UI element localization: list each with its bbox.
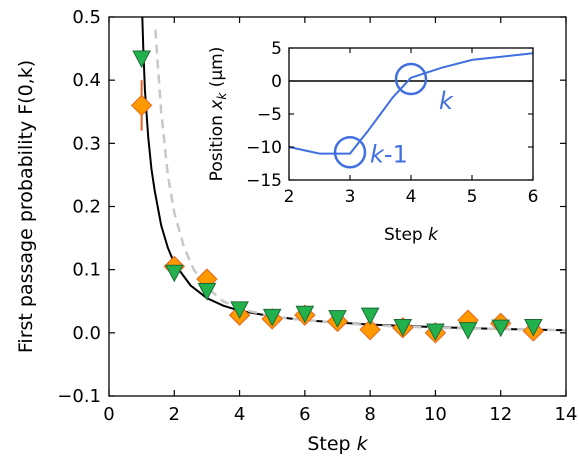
x-tick-label: 12 [489, 404, 512, 425]
inset-x-tick-label: 3 [345, 187, 356, 207]
y-tick-label: 0.4 [72, 70, 101, 91]
y-tick-label: 0.3 [72, 133, 101, 154]
data-point-triangle [458, 322, 478, 340]
x-tick-label: 10 [424, 404, 447, 425]
x-tick-label: 4 [234, 404, 245, 425]
inset-x-tick-label: 6 [528, 187, 539, 207]
data-point-triangle [230, 301, 249, 319]
inset-y-tick-label: −15 [246, 171, 282, 191]
inset-x-tick-label: 2 [284, 187, 295, 207]
inset-x-tick-label: 5 [467, 187, 478, 207]
inset-background [199, 38, 543, 245]
data-point-triangle [426, 323, 445, 342]
data-point-triangle [262, 308, 282, 327]
x-tick-label: 0 [103, 404, 114, 425]
inset-x-axis-label: Step k [384, 225, 439, 245]
inset-chart: k-1 k 2 3 4 5 6 −15 −10 −5 0 5 Step k Position xk (µm… [199, 38, 543, 245]
inset-y-tick-label: 0 [271, 72, 282, 92]
data-point-triangle [197, 283, 217, 301]
main-chart: 0 2 4 6 8 10 12 14 −0.1 0.0 0.1 0.2 0.3 0.4 0.5 Step k F… [15, 7, 577, 455]
data-point-diamond [130, 94, 153, 117]
y-tick-label: 0.1 [72, 260, 101, 281]
data-point-diamond [359, 318, 381, 341]
step-annotation: k-1 [370, 140, 408, 168]
y-axis-label: First passage probability F(0,k) [15, 60, 37, 353]
x-tick-label: 2 [169, 404, 180, 425]
x-tick-label: 8 [364, 404, 375, 425]
data-point-triangle [295, 305, 315, 324]
step-circle [333, 136, 367, 169]
y-tick-label: 0.0 [72, 323, 101, 344]
step-circle [394, 62, 428, 96]
data-point-triangle [164, 264, 184, 283]
data-point-triangle [360, 307, 380, 326]
inset-y-axis-label: Position xk (µm) [207, 47, 229, 182]
data-point-triangle [132, 50, 151, 69]
y-tick-label: 0.2 [72, 197, 101, 218]
inset-y-tick-label: −5 [257, 105, 282, 125]
inset-y-tick-label: −10 [246, 138, 282, 158]
data-point-triangle [524, 319, 543, 337]
x-axis-label: Step k [307, 433, 368, 455]
data-point-triangle [491, 319, 511, 338]
x-tick-label: 14 [555, 404, 578, 425]
x-tick-label: 6 [299, 404, 310, 425]
y-tick-label: −0.1 [57, 386, 101, 407]
y-tick-label: 0.5 [72, 7, 101, 28]
inset-x-tick-label: 4 [406, 187, 417, 207]
position-trace [288, 52, 534, 155]
data-point-triangle [328, 310, 347, 328]
data-point-triangle [393, 319, 413, 337]
inset-y-tick-label: 5 [271, 39, 282, 59]
step-annotation: k [439, 87, 454, 115]
